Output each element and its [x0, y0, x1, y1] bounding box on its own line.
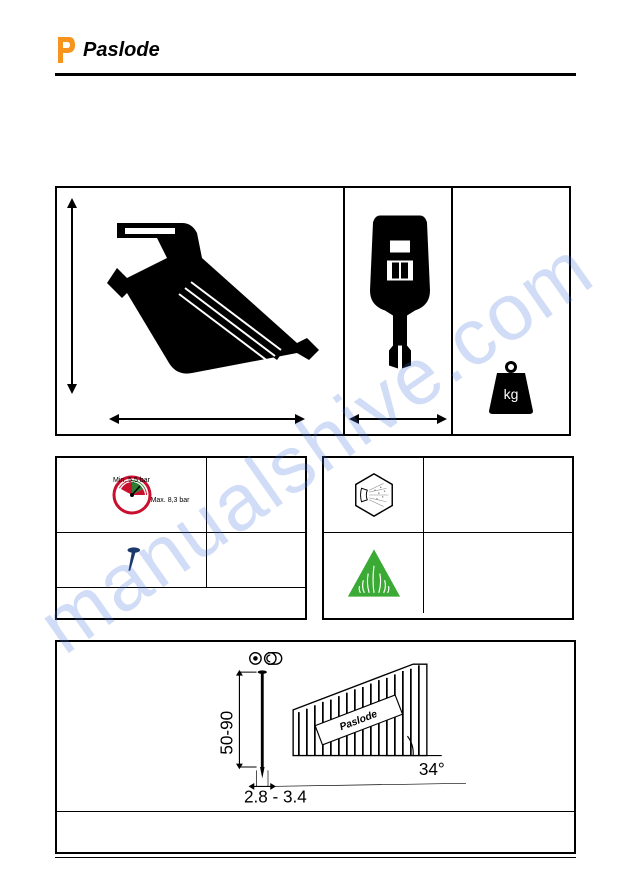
front-view-panel	[343, 186, 453, 436]
fastener-value-cell	[207, 533, 305, 587]
gauge-max-label: Max. 8,3 bar	[151, 497, 190, 504]
vibration-icon	[345, 546, 403, 600]
width-arrow	[357, 418, 439, 420]
brand-name: Paslode	[83, 39, 160, 62]
weight-icon: kg	[487, 359, 535, 414]
noise-icon	[350, 471, 398, 519]
spec-block-right	[322, 456, 574, 620]
specs-row: Min. 5,5 bar Max. 8,3 bar	[55, 456, 576, 620]
pressure-gauge-cell: Min. 5,5 bar Max. 8,3 bar	[57, 458, 207, 532]
vibration-value-cell	[424, 533, 572, 613]
gauge-min-label: Min. 5,5 bar	[113, 477, 150, 484]
nail-spec-panel: 50-90 2.8 - 3.4 Paslo	[55, 640, 576, 854]
spec-left-bottom-value	[207, 588, 305, 618]
fastener-icon-cell	[57, 533, 207, 587]
paslode-logo-icon	[55, 35, 77, 65]
height-arrow	[71, 206, 73, 386]
footer-rule	[55, 857, 576, 858]
nail-strip: Paslode	[293, 664, 427, 755]
vibration-icon-cell	[324, 533, 424, 613]
nail-length-label: 50-90	[216, 710, 236, 754]
nail-icon	[123, 546, 141, 574]
header-rule	[55, 73, 576, 76]
nail-diameter-label: 2.8 - 3.4	[244, 786, 307, 806]
nail-spec-footer	[57, 812, 574, 852]
nailer-front-silhouette	[365, 203, 435, 378]
svg-text:kg: kg	[504, 386, 519, 402]
noise-icon-cell	[324, 458, 424, 532]
length-arrow	[117, 418, 297, 420]
spec-block-left: Min. 5,5 bar Max. 8,3 bar	[55, 456, 307, 620]
header: Paslode	[55, 35, 576, 73]
noise-value-cell	[424, 458, 572, 532]
dimensions-row: kg	[55, 186, 576, 436]
pressure-value-cell	[207, 458, 305, 532]
nailer-side-silhouette	[92, 208, 332, 388]
side-view-panel	[55, 186, 345, 436]
angle-label: 34°	[418, 759, 444, 779]
nail-spec-diagram: 50-90 2.8 - 3.4 Paslo	[166, 647, 466, 807]
spec-left-bottom	[57, 588, 207, 618]
weight-panel: kg	[451, 186, 571, 436]
